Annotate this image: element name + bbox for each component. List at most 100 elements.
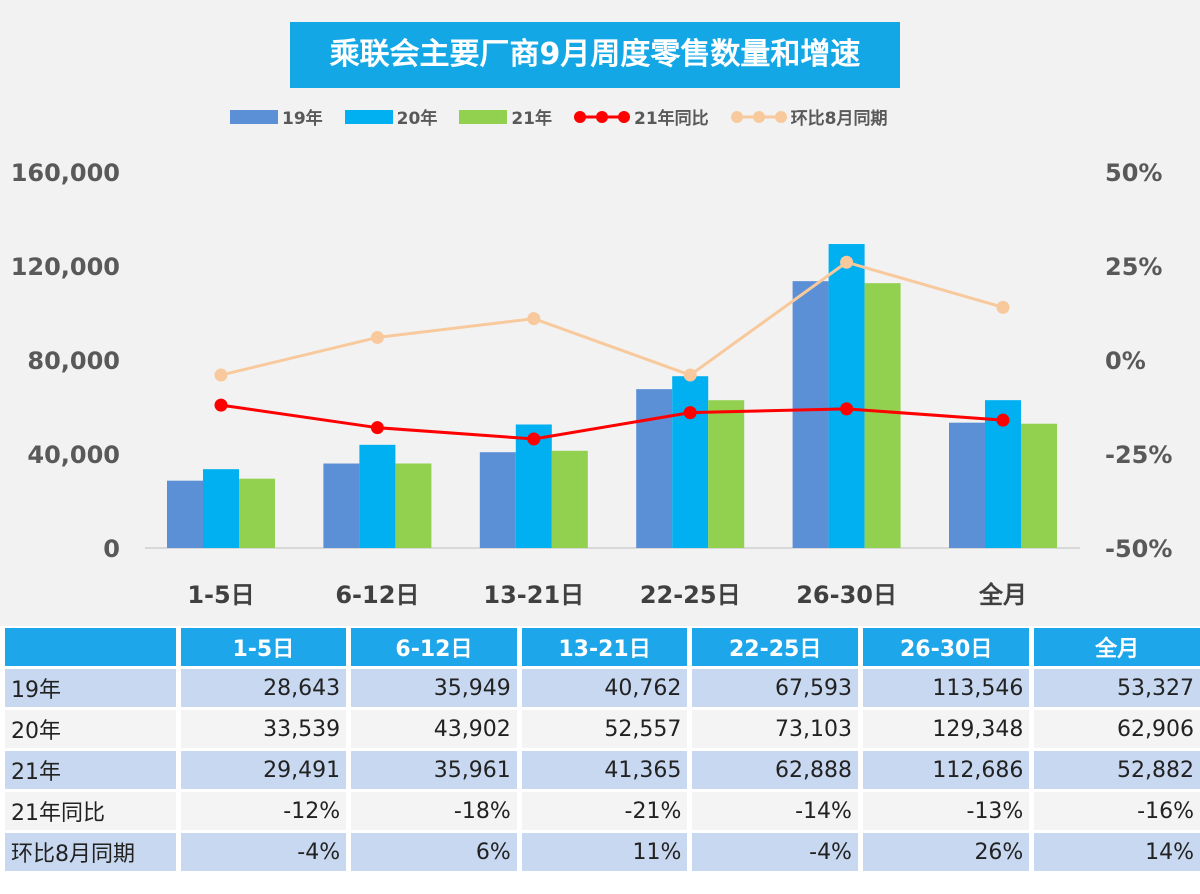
point-21年同比-26-30日 (840, 402, 854, 416)
point-环比8月同期-1-5日 (214, 368, 228, 382)
row-label: 19年 (5, 669, 176, 707)
table-cell: 129,348 (862, 710, 1030, 748)
point-21年同比-22-25日 (683, 406, 697, 420)
table-cell: -13% (862, 792, 1030, 830)
table-cell: 29,491 (180, 751, 347, 789)
table-cell: -21% (521, 792, 688, 830)
left-axis-tick: 0 (103, 535, 120, 563)
bar-21年-全月 (1021, 423, 1057, 548)
bar-21年-1-5日 (239, 478, 275, 548)
line-21年同比 (220, 403, 1004, 441)
bar-20年-22-25日 (672, 376, 709, 548)
bar-19年-13-21日 (479, 452, 516, 548)
bar-21年-6-12日 (395, 463, 432, 548)
point-环比8月同期-22-25日 (683, 368, 697, 382)
table-cell: -4% (692, 833, 858, 871)
plot: 0 40,000 80,000 120,000 160,000 -50% -25% 0% 25%… (11, 159, 1173, 609)
table-cell: 43,902 (351, 710, 517, 748)
point-环比8月同期-6-12日 (370, 330, 384, 344)
table-cell: 73,103 (692, 710, 858, 748)
legend-label: 21年 (511, 109, 553, 129)
x-axis-tick: 全月 (978, 581, 1027, 609)
x-axis-tick: 22-25日 (640, 581, 741, 609)
table-cell: 14% (1034, 833, 1200, 871)
right-axis-tick: -25% (1105, 441, 1172, 469)
legend: 19年 20年 21年 21年同比 环比8月同期 (230, 104, 888, 129)
table-row: 21年 29,491 35,961 41,365 62,888 112,686 52,882 (5, 751, 1200, 789)
left-axis-tick: 40,000 (27, 441, 120, 469)
table-cell: 52,557 (521, 710, 688, 748)
legend-label: 19年 (282, 109, 323, 129)
table-cell: 52,882 (1034, 751, 1200, 789)
table-row: 环比8月同期 -4% 6% 11% -4% 26% 14% (5, 833, 1200, 871)
point-环比8月同期-13-21日 (527, 312, 541, 326)
right-axis-tick: -50% (1105, 535, 1172, 563)
legend-line-marker (574, 110, 631, 123)
table-cell: 35,961 (351, 751, 517, 789)
table-row: 21年同比 -12% -18% -21% -14% -13% -16% (5, 792, 1200, 830)
table-header-cell: 26-30日 (862, 628, 1030, 666)
point-21年同比-全月 (996, 413, 1010, 427)
legend-swatch (344, 109, 393, 124)
left-axis-tick: 120,000 (11, 253, 120, 281)
table-cell: 62,906 (1034, 710, 1200, 748)
bar-20年-26-30日 (828, 244, 865, 548)
x-axis-tick: 13-21日 (483, 581, 584, 609)
bar-21年-26-30日 (864, 283, 901, 548)
table-cell: 11% (521, 833, 688, 871)
table-cell: 26% (862, 833, 1030, 871)
right-axis-tick: 50% (1105, 159, 1162, 187)
table-header-cell: 6-12日 (351, 628, 517, 666)
point-21年同比-6-12日 (370, 421, 384, 435)
point-环比8月同期-全月 (996, 300, 1010, 314)
legend-item-21: 21年 (459, 104, 552, 129)
table-cell: 113,546 (862, 669, 1030, 707)
legend-item-yoy: 21年同比 (574, 104, 709, 129)
row-label: 环比8月同期 (5, 833, 176, 871)
bar-20年-6-12日 (359, 444, 396, 548)
legend-swatch (230, 109, 278, 124)
table-cell: 112,686 (862, 751, 1030, 789)
table-cell: 6% (351, 833, 517, 871)
table-cell: 41,365 (521, 751, 688, 789)
row-label: 20年 (5, 710, 176, 748)
x-axis-tick: 1-5日 (187, 581, 254, 609)
bar-19年-22-25日 (636, 389, 673, 548)
table-cell: -4% (180, 833, 347, 871)
chart-title: 乘联会主要厂商9月周度零售数量和增速 (290, 22, 900, 88)
table-cell: 62,888 (692, 751, 858, 789)
legend-item-19: 19年 (230, 104, 323, 129)
right-axis-tick: 0% (1105, 347, 1146, 375)
point-21年同比-13-21日 (527, 432, 541, 446)
point-环比8月同期-26-30日 (840, 255, 854, 269)
chart-area: 乘联会主要厂商9月周度零售数量和增速 19年 20年 21年 21年同比 环比8… (0, 0, 1200, 626)
x-axis-tick: 26-30日 (796, 581, 897, 609)
legend-line-marker (730, 110, 787, 123)
bar-20年-1-5日 (203, 469, 239, 548)
left-axis-tick: 80,000 (27, 347, 120, 375)
table-header-cell: 22-25日 (692, 628, 858, 666)
table-header-cell: 13-21日 (521, 628, 688, 666)
x-axis-tick: 6-12日 (335, 581, 419, 609)
legend-swatch (459, 109, 508, 124)
table-cell: -12% (180, 792, 347, 830)
table-cell: 33,539 (180, 710, 347, 748)
legend-label: 环比8月同期 (790, 109, 888, 129)
right-axis-tick: 25% (1105, 253, 1162, 281)
table-row: 20年 33,539 43,902 52,557 73,103 129,348 62,906 (5, 710, 1200, 748)
data-table: 1-5日 6-12日 13-21日 22-25日 26-30日 全月 19年 28,643 35… (0, 625, 1200, 874)
table-header-cell: 1-5日 (180, 628, 347, 666)
table-cell: 28,643 (180, 669, 347, 707)
row-label: 21年同比 (5, 792, 176, 830)
legend-label: 20年 (396, 109, 438, 129)
row-label: 21年 (5, 751, 176, 789)
table-cell: 67,593 (692, 669, 858, 707)
bar-19年-6-12日 (323, 463, 360, 548)
legend-item-20: 20年 (344, 104, 438, 129)
table-row: 19年 28,643 35,949 40,762 67,593 113,546 53,327 (5, 669, 1200, 707)
left-axis-tick: 160,000 (11, 159, 120, 187)
table-header-cell (5, 628, 176, 666)
table-cell: -16% (1034, 792, 1200, 830)
bar-21年-13-21日 (551, 450, 588, 548)
table-cell: 35,949 (351, 669, 517, 707)
